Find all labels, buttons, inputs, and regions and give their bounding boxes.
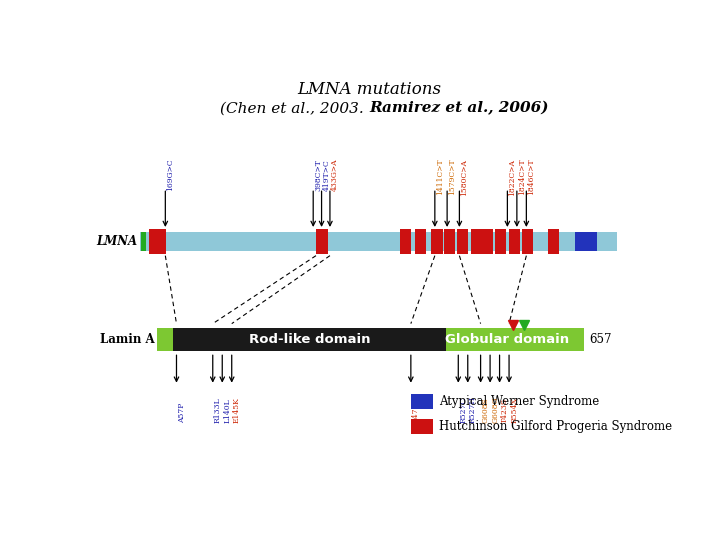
Bar bbox=[157, 328, 173, 350]
Text: 1580C>A: 1580C>A bbox=[461, 159, 469, 196]
Text: LMNA: LMNA bbox=[96, 235, 138, 248]
Bar bbox=[575, 232, 597, 252]
Bar bbox=[471, 229, 482, 254]
Bar bbox=[140, 232, 617, 252]
Bar bbox=[446, 328, 569, 350]
Bar bbox=[411, 394, 433, 409]
Bar bbox=[457, 229, 468, 254]
Text: Hutchinson Gilford Progeria Syndrome: Hutchinson Gilford Progeria Syndrome bbox=[438, 420, 672, 433]
Text: 419T>C: 419T>C bbox=[323, 159, 330, 191]
Bar bbox=[522, 229, 533, 254]
Bar bbox=[415, 229, 426, 254]
Text: A57P: A57P bbox=[178, 403, 186, 423]
Text: 1824C>T: 1824C>T bbox=[518, 159, 526, 195]
Text: 433G>A: 433G>A bbox=[331, 159, 339, 191]
Bar bbox=[495, 229, 506, 254]
Text: (Chen et al., 2003.: (Chen et al., 2003. bbox=[220, 102, 369, 116]
Text: 1579C>T: 1579C>T bbox=[449, 159, 456, 195]
Bar bbox=[569, 328, 585, 350]
Text: Ramirez et al., 2006): Ramirez et al., 2006) bbox=[369, 102, 549, 116]
Bar bbox=[173, 328, 446, 350]
Bar bbox=[431, 229, 443, 254]
Text: Atypical Werner Syndrome: Atypical Werner Syndrome bbox=[438, 395, 599, 408]
Bar bbox=[400, 229, 411, 254]
Text: R554X: R554X bbox=[510, 397, 518, 423]
Text: 169G>C: 169G>C bbox=[166, 159, 174, 191]
Text: 398C>T: 398C>T bbox=[315, 159, 323, 191]
Text: T423S: T423S bbox=[500, 399, 509, 423]
Bar bbox=[316, 229, 328, 254]
Text: LMNA mutations: LMNA mutations bbox=[297, 81, 441, 98]
Bar bbox=[148, 229, 166, 254]
Text: R471C: R471C bbox=[412, 397, 420, 423]
Text: 1822C>A: 1822C>A bbox=[508, 159, 516, 196]
Text: L140L: L140L bbox=[223, 399, 231, 423]
Text: 657: 657 bbox=[589, 333, 611, 346]
Text: 1411C>T: 1411C>T bbox=[436, 159, 444, 195]
Text: Rod-like domain: Rod-like domain bbox=[248, 333, 370, 346]
Bar bbox=[444, 229, 456, 254]
Text: 1846C>T: 1846C>T bbox=[528, 159, 536, 195]
Text: R527H: R527H bbox=[469, 396, 477, 423]
Text: E145K: E145K bbox=[233, 397, 241, 423]
Text: Globular domain: Globular domain bbox=[446, 333, 570, 346]
Text: G608G: G608G bbox=[491, 397, 499, 423]
Bar bbox=[411, 419, 433, 434]
Text: Lamin A: Lamin A bbox=[99, 333, 154, 346]
Bar bbox=[141, 232, 146, 252]
Bar bbox=[482, 229, 493, 254]
Text: R527C: R527C bbox=[459, 397, 467, 423]
Text: R133L: R133L bbox=[214, 398, 222, 423]
Text: G608S: G608S bbox=[482, 397, 490, 423]
Bar bbox=[508, 229, 520, 254]
Bar bbox=[547, 229, 559, 254]
